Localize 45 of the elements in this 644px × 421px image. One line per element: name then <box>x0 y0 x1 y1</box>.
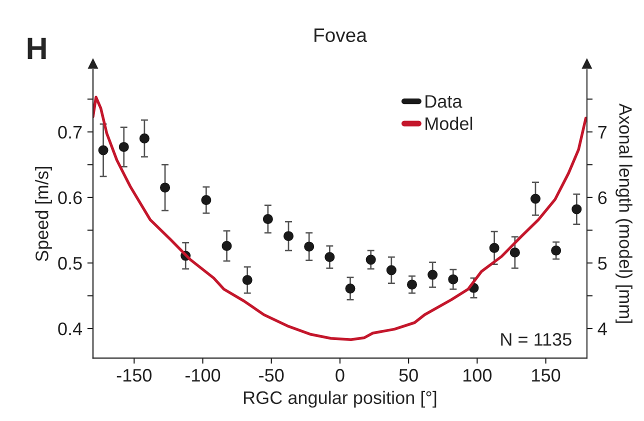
point <box>98 145 108 156</box>
point <box>345 284 356 294</box>
y2-tick-label: 6 <box>598 191 607 204</box>
point <box>489 242 500 253</box>
point <box>530 194 541 204</box>
x-tick-label: -50 <box>259 368 284 382</box>
y2-tick-label: 5 <box>598 257 607 270</box>
x-tick-label: -150 <box>116 368 152 382</box>
annotation: N = 1135 <box>501 333 572 346</box>
x-tick-label: 0 <box>336 368 344 382</box>
y-tick-label: 0.5 <box>58 256 82 270</box>
point <box>366 254 376 265</box>
y-tick-label: 0.7 <box>58 126 82 139</box>
y2-axis-title: Axonal length (model) [mm] <box>616 103 632 323</box>
point <box>160 182 170 193</box>
point <box>242 274 252 286</box>
point <box>304 242 314 252</box>
point <box>510 247 520 258</box>
x-tick-label: 50 <box>399 368 418 382</box>
y-axis-title: Speed [m/s] <box>35 166 52 262</box>
point <box>406 280 418 290</box>
point <box>201 195 212 206</box>
point <box>139 133 150 144</box>
chart-title: Fovea <box>314 28 367 42</box>
point <box>262 214 273 224</box>
point <box>222 240 232 251</box>
point <box>551 245 562 256</box>
x-axis-title: RGC angular position [°] <box>244 390 436 408</box>
point <box>572 204 582 214</box>
y2-tick-label: 7 <box>598 126 606 138</box>
text: H <box>28 38 46 59</box>
point <box>324 252 335 262</box>
point <box>118 142 129 152</box>
y-tick-label: 0.6 <box>58 191 82 204</box>
y2-tick-label: 4 <box>598 322 607 336</box>
x-tick-label: -100 <box>185 368 220 382</box>
legend-label: Model <box>426 116 472 130</box>
point <box>283 231 294 242</box>
x-tick-label: 150 <box>532 368 560 382</box>
x-tick-label: 100 <box>463 368 492 382</box>
point <box>386 265 396 276</box>
point <box>428 270 438 280</box>
point <box>448 274 458 284</box>
y-tick-label: 0.4 <box>58 322 82 336</box>
legend-label: Data <box>426 95 462 108</box>
